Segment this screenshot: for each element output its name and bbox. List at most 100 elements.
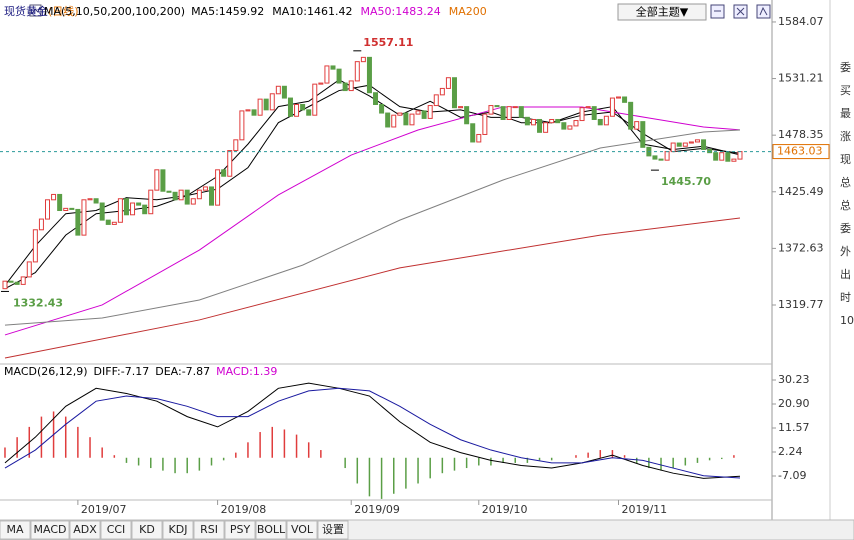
y-tick-label: 1425.49: [778, 185, 824, 198]
candle-body: [45, 199, 51, 220]
toolbar-tab[interactable]: [69, 520, 101, 540]
sidebar-label: 现: [840, 153, 851, 166]
toolbar-tab-label[interactable]: MA: [6, 523, 23, 536]
candle-body: [2, 280, 8, 290]
candle-body: [415, 110, 421, 115]
icon: [31, 6, 41, 15]
theme-button-label[interactable]: 全部主题▼: [636, 5, 689, 19]
candle-body: [707, 148, 713, 154]
candle-body: [537, 118, 543, 133]
candle-body: [51, 193, 57, 201]
candle-body: [366, 56, 372, 94]
candle-body: [38, 218, 44, 231]
toolbar-tab-label[interactable]: KD: [139, 523, 155, 536]
toolbar-tab[interactable]: [224, 520, 256, 540]
candle-body: [8, 280, 14, 283]
toolbar-tab-label[interactable]: 设置: [322, 523, 344, 536]
candle-body: [482, 113, 488, 135]
candle-body: [670, 142, 676, 153]
candle-body: [658, 158, 664, 161]
candle-body: [731, 158, 737, 162]
sidebar-label: 总: [840, 198, 851, 212]
candle-body: [549, 118, 555, 124]
macd-legend: MACD:1.39: [216, 365, 277, 378]
candle-body: [464, 106, 470, 125]
candle-body: [737, 151, 743, 160]
candle-body: [354, 61, 360, 82]
candle-body: [342, 82, 348, 92]
window-button-icon: [714, 6, 768, 16]
candle-body: [227, 150, 233, 177]
candle-body: [360, 56, 366, 63]
toolbar-tab[interactable]: [162, 520, 194, 540]
toolbar-tab[interactable]: [255, 520, 287, 540]
toolbar-tab[interactable]: [131, 520, 163, 540]
sidebar-label: 10: [840, 314, 854, 327]
ma-line: [4, 217, 741, 359]
y-tick-label: 11.57: [778, 421, 810, 434]
candle-body: [306, 109, 312, 116]
candle-body: [239, 110, 245, 141]
toolbar-tab-label[interactable]: CCI: [107, 523, 126, 536]
candle-body: [476, 133, 482, 143]
toolbar-tab[interactable]: [30, 520, 70, 540]
annotation-label: 1557.11: [363, 36, 413, 49]
candle-body: [694, 139, 700, 143]
candle-body: [597, 118, 603, 126]
macd-legend: DIFF:-7.17: [94, 365, 150, 378]
candle-body: [245, 109, 251, 112]
legend-item: MA10:1461.42: [272, 5, 352, 18]
toolbar-tab-label[interactable]: VOL: [291, 523, 314, 536]
toolbar-tab-label[interactable]: ADX: [73, 523, 97, 536]
window-button[interactable]: [756, 4, 771, 19]
candle-body: [385, 112, 391, 128]
last-price-label: 1463.03: [777, 145, 823, 158]
candle-body: [14, 281, 20, 285]
candle-body: [585, 106, 591, 109]
candle-body: [202, 186, 208, 191]
sidebar-label: 买: [840, 84, 851, 97]
candle-body: [603, 115, 609, 126]
ma-params: MA(5,10,50,200,100,200): [44, 5, 185, 18]
candle-body: [69, 207, 75, 210]
sidebar-label: 委: [840, 61, 851, 74]
theme-button[interactable]: [617, 3, 707, 21]
toolbar-tab[interactable]: [286, 520, 318, 540]
candle-body: [251, 109, 257, 116]
candle-body: [500, 106, 506, 120]
candle-body: [87, 198, 93, 201]
toolbar-tab-label[interactable]: BOLL: [257, 523, 286, 536]
toolbar-tab[interactable]: [317, 520, 349, 540]
sidebar-label: 出: [840, 267, 851, 281]
candle-body: [391, 114, 397, 128]
toolbar-tab-label[interactable]: PSY: [230, 523, 251, 536]
toolbar-tab-label[interactable]: MACD: [34, 523, 67, 536]
toolbar-tab-label[interactable]: RSI: [200, 523, 218, 536]
candle-body: [512, 106, 518, 109]
sidebar-label: 总: [840, 175, 851, 189]
candle-body: [458, 106, 464, 109]
y-tick-label: 1319.77: [778, 298, 824, 311]
candle-body: [494, 105, 500, 108]
y-tick-label: 20.90: [778, 397, 810, 410]
candle-body: [275, 85, 281, 95]
toolbar-tab[interactable]: [0, 520, 31, 540]
candle-body: [719, 152, 725, 161]
candle-body: [172, 191, 178, 201]
toolbar-tab-label[interactable]: KDJ: [169, 523, 188, 536]
candle-body: [470, 123, 476, 143]
candle-body: [20, 276, 26, 285]
candle-body: [373, 92, 379, 105]
candle-body: [713, 152, 719, 161]
y-tick-label: 1372.63: [778, 241, 824, 254]
sidebar-label: 委: [840, 222, 851, 235]
toolbar-tab[interactable]: [193, 520, 225, 540]
candle-body: [409, 113, 415, 126]
candle-body: [105, 219, 111, 225]
candle-body: [664, 151, 670, 161]
candle-body: [136, 202, 142, 206]
toolbar-tab[interactable]: [100, 520, 132, 540]
